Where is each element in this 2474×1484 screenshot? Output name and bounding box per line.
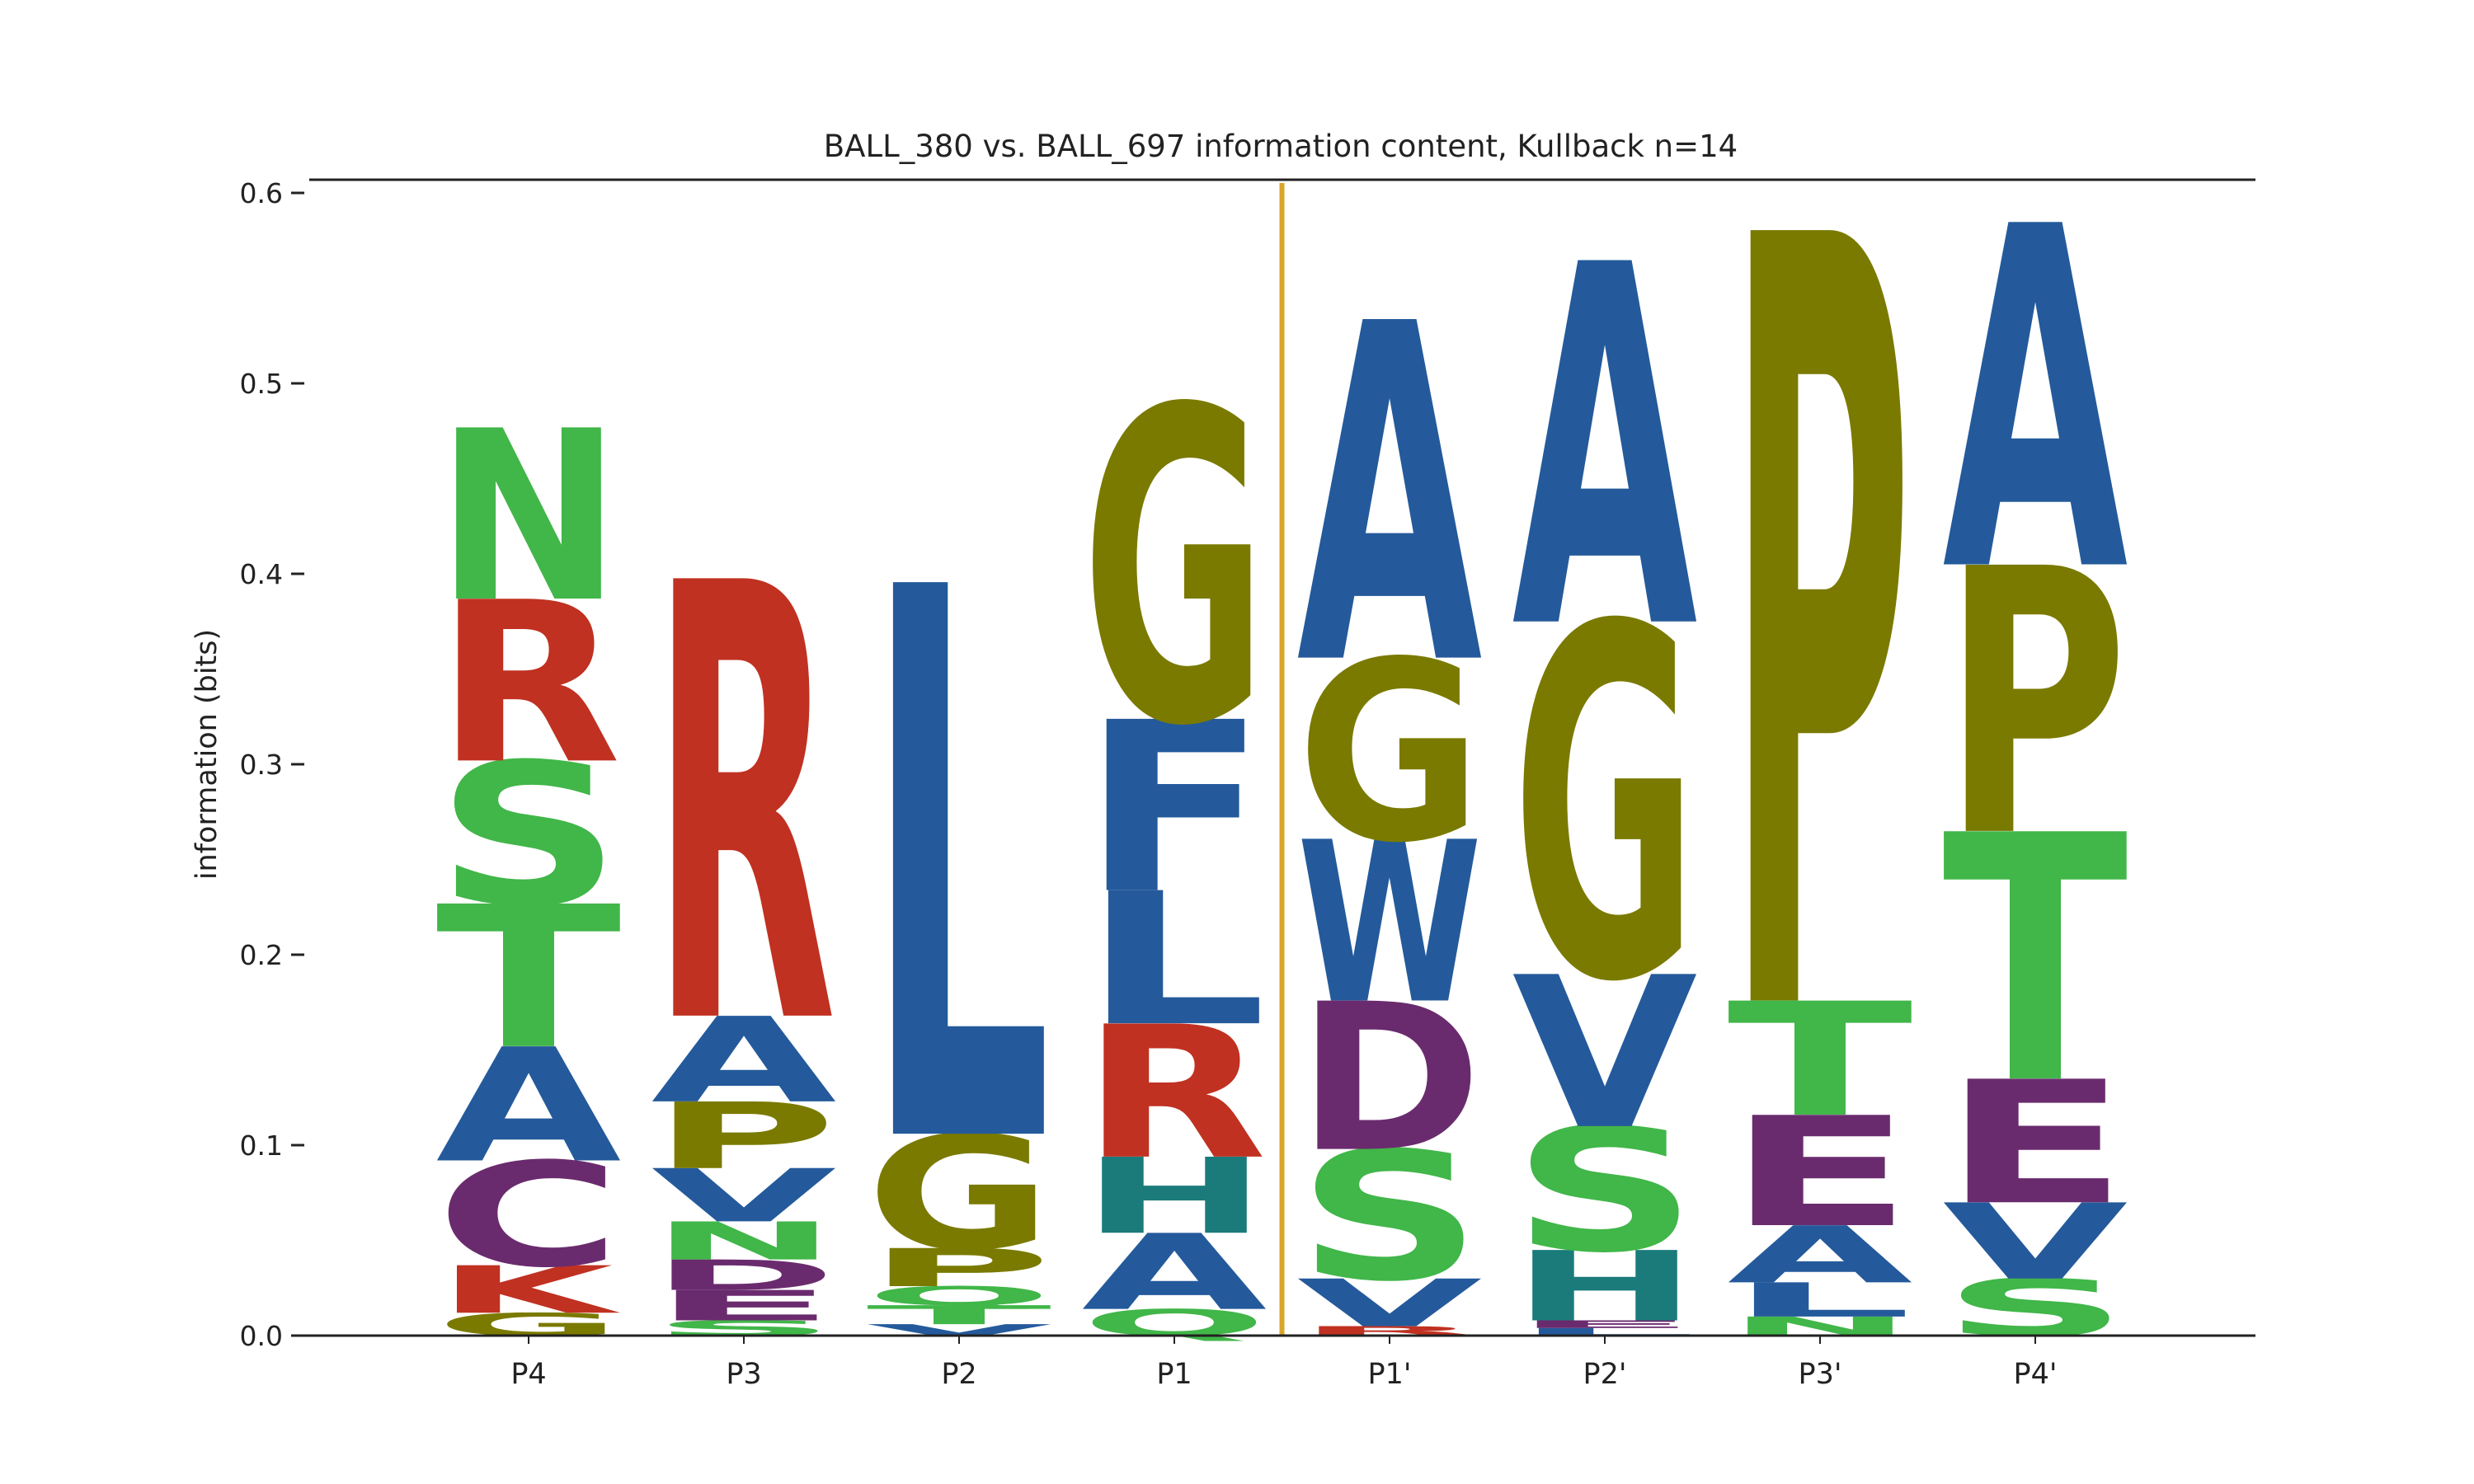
x-tick-label: P3 <box>726 1358 761 1391</box>
logo-letter-P3prime-l: L <box>1728 1273 1913 1327</box>
logo-letter-P4prime-v: V <box>1943 1181 2128 1303</box>
chart-title: BALL_380 vs. BALL_697 information conten… <box>824 129 1738 164</box>
logo-letter-P3-a: A <box>651 993 837 1129</box>
logo-letter-P1-a: A <box>1082 1212 1268 1333</box>
logo-letter-P4prime-p: P <box>1943 491 2128 917</box>
logo-letter-P2prime-v: V <box>1512 933 1700 1176</box>
logo-letter-P1prime-v: V <box>1297 1266 1483 1341</box>
logo-letter-P2prime-g: G <box>1512 526 1698 1087</box>
y-tick-label: 0.0 <box>240 1320 283 1352</box>
logo-letter-P3prime-e: E <box>1728 1085 1913 1261</box>
logo-letter-P1prime-g: G <box>1297 608 1483 897</box>
y-tick-label: 0.3 <box>240 749 283 781</box>
logo-letter-P3-v: V <box>651 1153 837 1238</box>
logo-letter-P1-h: H <box>1082 1136 1268 1258</box>
logo-letter-P3-e: E <box>651 1281 837 1330</box>
logo-letter-P4prime-e: E <box>1943 1045 2128 1242</box>
x-tick-label: P2' <box>1583 1358 1627 1391</box>
logo-letter-P2-t: T <box>867 1300 1052 1331</box>
logo-letter-P4-s: S <box>436 723 622 950</box>
logo-letter-P2-l: L <box>867 432 1052 1313</box>
logo-letter-P4-a: A <box>436 1015 622 1197</box>
logo-letter-P4-r: R <box>436 555 622 813</box>
logo-letter-P2-g: G <box>867 1102 1052 1284</box>
logo-letter-P1prime-s: S <box>1297 1115 1483 1321</box>
y-tick-label: 0.4 <box>240 558 283 590</box>
logo-letter-P4-t: T <box>436 864 623 1092</box>
logo-letter-P3-n: N <box>651 1211 837 1272</box>
axes-layer: P4 P3 P2 P1 P1' P2' P3' P4' 0.0 0.1 0.2 0.3 0.4 0.5 0.… <box>240 177 2255 1391</box>
logo-letter-P4prime-t: T <box>1943 763 2130 1158</box>
logo-letter-P1-l: L <box>1082 854 1268 1067</box>
y-tick-label: 0.5 <box>240 368 283 400</box>
y-tick-label: 0.2 <box>240 939 283 971</box>
logo-letter-P3prime-p: P <box>1728 20 1913 1250</box>
logo-letter-P3prime-t: T <box>1728 970 1915 1152</box>
logo-letter-P2prime-h: H <box>1512 1231 1698 1343</box>
logo-letter-P1-g: G <box>1082 320 1268 820</box>
logo-letter-P3-r: R <box>651 458 837 1158</box>
y-tick-label: 0.1 <box>240 1129 283 1162</box>
logo-letter-P2prime-s: S <box>1512 1093 1698 1290</box>
x-tick-label: P4 <box>510 1358 546 1391</box>
x-tick-label: P1' <box>1368 1358 1412 1391</box>
logo-letter-P3prime-a: A <box>1728 1209 1913 1301</box>
logo-letter-P2prime-a: A <box>1512 162 1700 739</box>
logo-letter-P4prime-a: A <box>1943 128 2130 675</box>
y-tick-label: 0.6 <box>240 177 283 209</box>
logo-letter-P2-q: Q <box>867 1281 1052 1312</box>
logo-letter-P2prime-e: E <box>1512 1318 1698 1331</box>
logo-letter-P4-k: K <box>436 1252 621 1328</box>
y-axis-label: information (bits) <box>190 629 223 880</box>
logo-letter-P3-p: P <box>651 1083 837 1190</box>
x-tick-label: P3' <box>1799 1358 1842 1391</box>
logo-letter-P1prime-w: W <box>1297 795 1483 1053</box>
logo-letter-P4-c: C <box>436 1132 622 1298</box>
logo-letter-P2-p: P <box>867 1237 1052 1298</box>
logo-letter-P4-n: N <box>436 382 622 655</box>
x-tick-label: P2 <box>941 1358 976 1391</box>
x-tick-label: P4' <box>2014 1358 2058 1391</box>
logo-letter-P1prime-d: D <box>1297 960 1483 1198</box>
logo-letter-P1-r: R <box>1082 988 1268 1200</box>
logo-letter-P1prime-a: A <box>1297 227 1484 768</box>
x-tick-label: P1 <box>1156 1358 1192 1391</box>
letters-layer: GKCATSRNSEDNVPARVTQPGLQAHRLFGRVSDWGALEHS… <box>436 20 2130 1355</box>
logo-letter-P3-d: D <box>651 1252 837 1300</box>
logo-letter-P1-f: F <box>1082 672 1268 946</box>
